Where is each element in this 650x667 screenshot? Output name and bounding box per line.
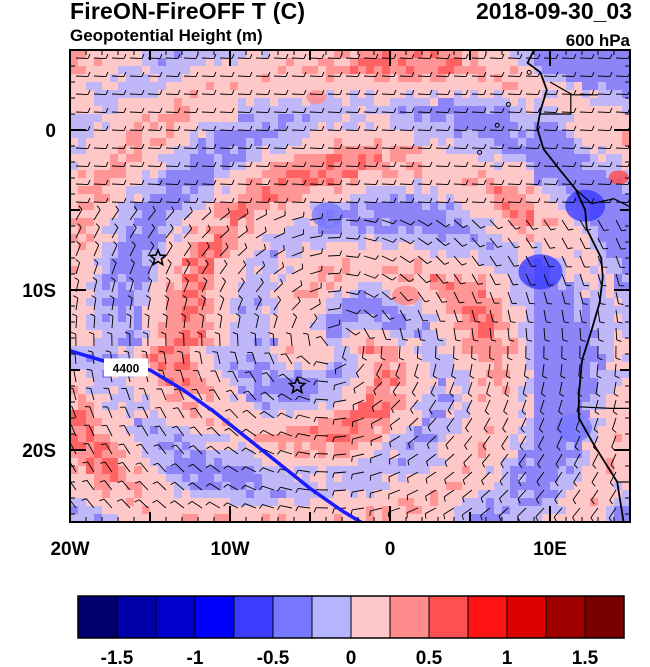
colorbar-label: -1.5 <box>101 648 134 667</box>
axis-ticks <box>69 49 631 522</box>
star-marker <box>287 375 307 395</box>
lat-tick-label: 20S <box>22 441 56 462</box>
wind-barbs <box>70 53 630 522</box>
colorbar-box <box>467 595 508 639</box>
colorbar-box <box>584 595 625 639</box>
colorbar-label: 1.5 <box>572 648 599 667</box>
lat-tick-label: 0 <box>45 121 56 142</box>
colorbar-box <box>545 595 586 639</box>
colorbar-box <box>311 595 352 639</box>
colorbar-box <box>272 595 313 639</box>
lon-tick-label: 0 <box>385 539 396 560</box>
colorbar-box <box>77 595 118 639</box>
temperature-difference-field <box>70 50 630 522</box>
colorbar-label: 1 <box>502 648 513 667</box>
lon-tick-label: 10E <box>533 539 567 560</box>
colorbar: -1.5 -1 -0.5 0 0.5 1 1.5 <box>77 595 625 667</box>
colorbar-box <box>506 595 547 639</box>
colorbar-box <box>194 595 235 639</box>
colorbar-label: 0.5 <box>416 648 443 667</box>
plot-title: FireON-FireOFF T (C) <box>70 0 306 24</box>
plot-level: 600 hPa <box>565 31 630 50</box>
contour-label: 4400 <box>113 361 140 375</box>
colorbar-box <box>389 595 430 639</box>
plot-date: 2018-09-30_03 <box>475 0 632 24</box>
colorbar-box <box>233 595 274 639</box>
plot-subtitle: Geopotential Height (m) <box>70 26 263 45</box>
colorbar-label: -0.5 <box>257 648 290 667</box>
star-marker <box>148 247 168 267</box>
lon-tick-label: 10W <box>210 539 249 560</box>
coastline <box>477 50 630 522</box>
lon-tick-label: 20W <box>50 539 89 560</box>
colorbar-box <box>428 595 469 639</box>
colorbar-label: 0 <box>346 648 357 667</box>
markers <box>148 247 307 395</box>
axis-labels: 20W 10W 0 10E 0 10S 20S <box>22 121 567 560</box>
colorbar-box <box>155 595 196 639</box>
geopotential-contour: 4400 <box>70 349 365 522</box>
map-frame <box>69 49 631 523</box>
colorbar-box <box>116 595 157 639</box>
colorbar-label: -1 <box>187 648 204 667</box>
colorbar-box <box>350 595 391 639</box>
lat-tick-label: 10S <box>22 281 56 302</box>
